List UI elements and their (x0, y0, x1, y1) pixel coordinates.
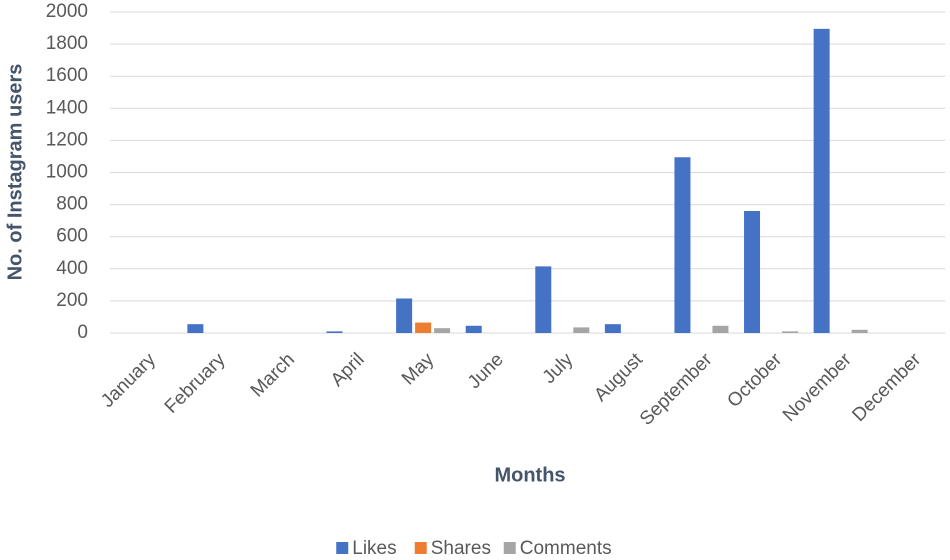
y-tick-label: 200 (56, 290, 88, 311)
x-tick-label: December (848, 349, 925, 426)
x-tick-label: February (161, 349, 230, 418)
x-tick-label: July (539, 349, 578, 388)
legend-swatch (503, 542, 516, 554)
legend-swatch (336, 542, 349, 554)
bar (465, 325, 482, 333)
bar (674, 157, 691, 333)
legend-label: Comments (520, 538, 612, 559)
bar (326, 331, 343, 333)
x-tick-label: August (590, 349, 647, 406)
y-tick-label: 400 (56, 258, 88, 279)
legend-label: Shares (431, 538, 491, 559)
y-tick-label: 1000 (46, 162, 88, 183)
bar (712, 325, 729, 333)
y-tick-label: 1400 (46, 97, 88, 118)
bar (604, 324, 621, 333)
y-tick-label: 800 (56, 194, 88, 215)
bar (535, 266, 552, 333)
y-tick-label: 1600 (46, 65, 88, 86)
y-tick-label: 2000 (46, 1, 88, 22)
bar (415, 322, 432, 333)
x-tick-label: January (97, 349, 160, 412)
y-tick-label: 1200 (46, 129, 88, 150)
y-tick-label: 1800 (46, 33, 88, 54)
x-tick-label: September (636, 349, 717, 430)
y-tick-label: 0 (77, 322, 88, 343)
bar (187, 324, 204, 333)
x-tick-label: June (464, 349, 508, 393)
bar (813, 28, 830, 333)
bar (396, 298, 413, 333)
x-tick-label: March (247, 349, 299, 401)
bar (573, 327, 590, 333)
x-tick-label: April (327, 349, 369, 391)
y-tick-label: 600 (56, 226, 88, 247)
x-tick-label: October (723, 349, 786, 412)
x-tick-label: May (398, 349, 439, 390)
x-axis-title: Months (494, 464, 565, 486)
x-tick-label: November (779, 349, 856, 426)
bar (851, 329, 868, 333)
bar (434, 328, 451, 333)
y-axis-title: No. of Instagram users (4, 64, 26, 281)
bar (744, 211, 761, 333)
legend-label: Likes (352, 538, 396, 559)
bar (782, 331, 799, 333)
legend-swatch (414, 542, 427, 554)
